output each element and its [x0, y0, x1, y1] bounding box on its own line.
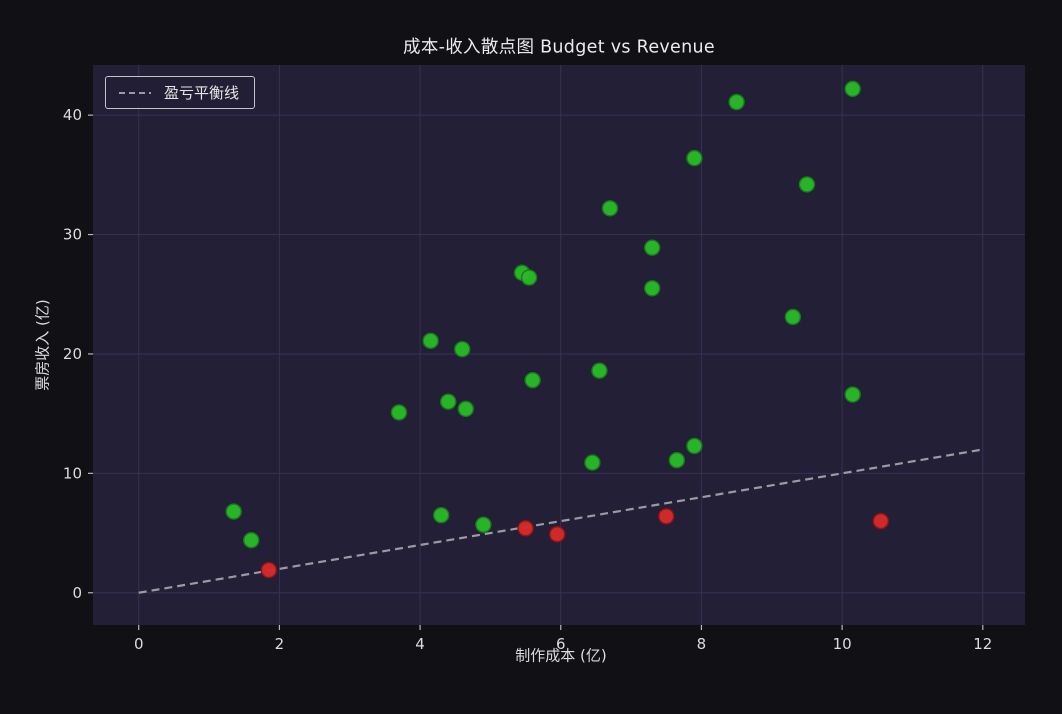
scatter-point-profitable-green: [422, 332, 439, 350]
legend-label-breakeven: 盈亏平衡线: [164, 84, 240, 102]
scatter-point-profitable-green: [440, 393, 457, 410]
scatter-point-profitable-green: [601, 200, 619, 217]
scatter-point-profitable-green: [454, 340, 471, 358]
scatter-point-unprofitable-red: [658, 508, 675, 525]
legend-box: 盈亏平衡线: [105, 76, 256, 109]
scatter-point-unprofitable-red: [260, 561, 278, 579]
scatter-point-profitable-green: [668, 452, 686, 469]
scatter-point-profitable-green: [520, 269, 538, 286]
scatter-point-profitable-green: [644, 239, 661, 256]
scatter-point-profitable-green: [644, 280, 661, 297]
x-axis-label: 制作成本 (亿): [515, 646, 607, 665]
scatter-point-profitable-green: [475, 516, 492, 533]
y-axis-label: 票房收入 (亿): [33, 299, 52, 391]
scatter-point-profitable-green: [686, 437, 703, 455]
scatter-point-unprofitable-red: [549, 526, 566, 543]
y-tick-label: 30: [63, 226, 82, 244]
scatter-point-profitable-green: [584, 454, 601, 471]
scatter-point-profitable-green: [784, 308, 802, 326]
chart-title: 成本-收入散点图 Budget vs Revenue: [403, 37, 715, 58]
scatter-point-profitable-green: [225, 503, 242, 520]
scatter-point-unprofitable-red: [872, 512, 890, 530]
scatter-point-profitable-green: [844, 386, 861, 403]
x-tick-label: 6: [556, 635, 566, 653]
x-tick-label: 2: [275, 635, 285, 653]
scatter-point-profitable-green: [591, 362, 608, 379]
y-tick-label: 10: [63, 464, 82, 482]
scatter-point-profitable-green: [457, 400, 474, 418]
scatter-point-profitable-green: [243, 532, 260, 549]
scatter-point-profitable-green: [432, 506, 450, 524]
scatter-point-profitable-green: [524, 372, 541, 389]
scatter-point-profitable-green: [844, 80, 861, 98]
scatter-point-profitable-green: [686, 149, 703, 167]
y-tick-label: 20: [63, 345, 82, 363]
scatter-point-unprofitable-red: [517, 520, 534, 537]
x-tick-label: 0: [134, 635, 144, 653]
x-tick-label: 10: [833, 635, 852, 653]
scatter-point-profitable-green: [390, 404, 408, 421]
scatter-point-profitable-green: [728, 93, 745, 111]
legend-dashed-line-sample: [119, 91, 151, 94]
x-tick-label: 12: [973, 635, 992, 653]
x-tick-label: 4: [415, 635, 425, 653]
y-tick-label: 40: [63, 106, 82, 124]
x-tick-label: 8: [697, 635, 707, 653]
y-tick-label: 0: [72, 584, 82, 602]
scatter-point-profitable-green: [798, 176, 816, 193]
